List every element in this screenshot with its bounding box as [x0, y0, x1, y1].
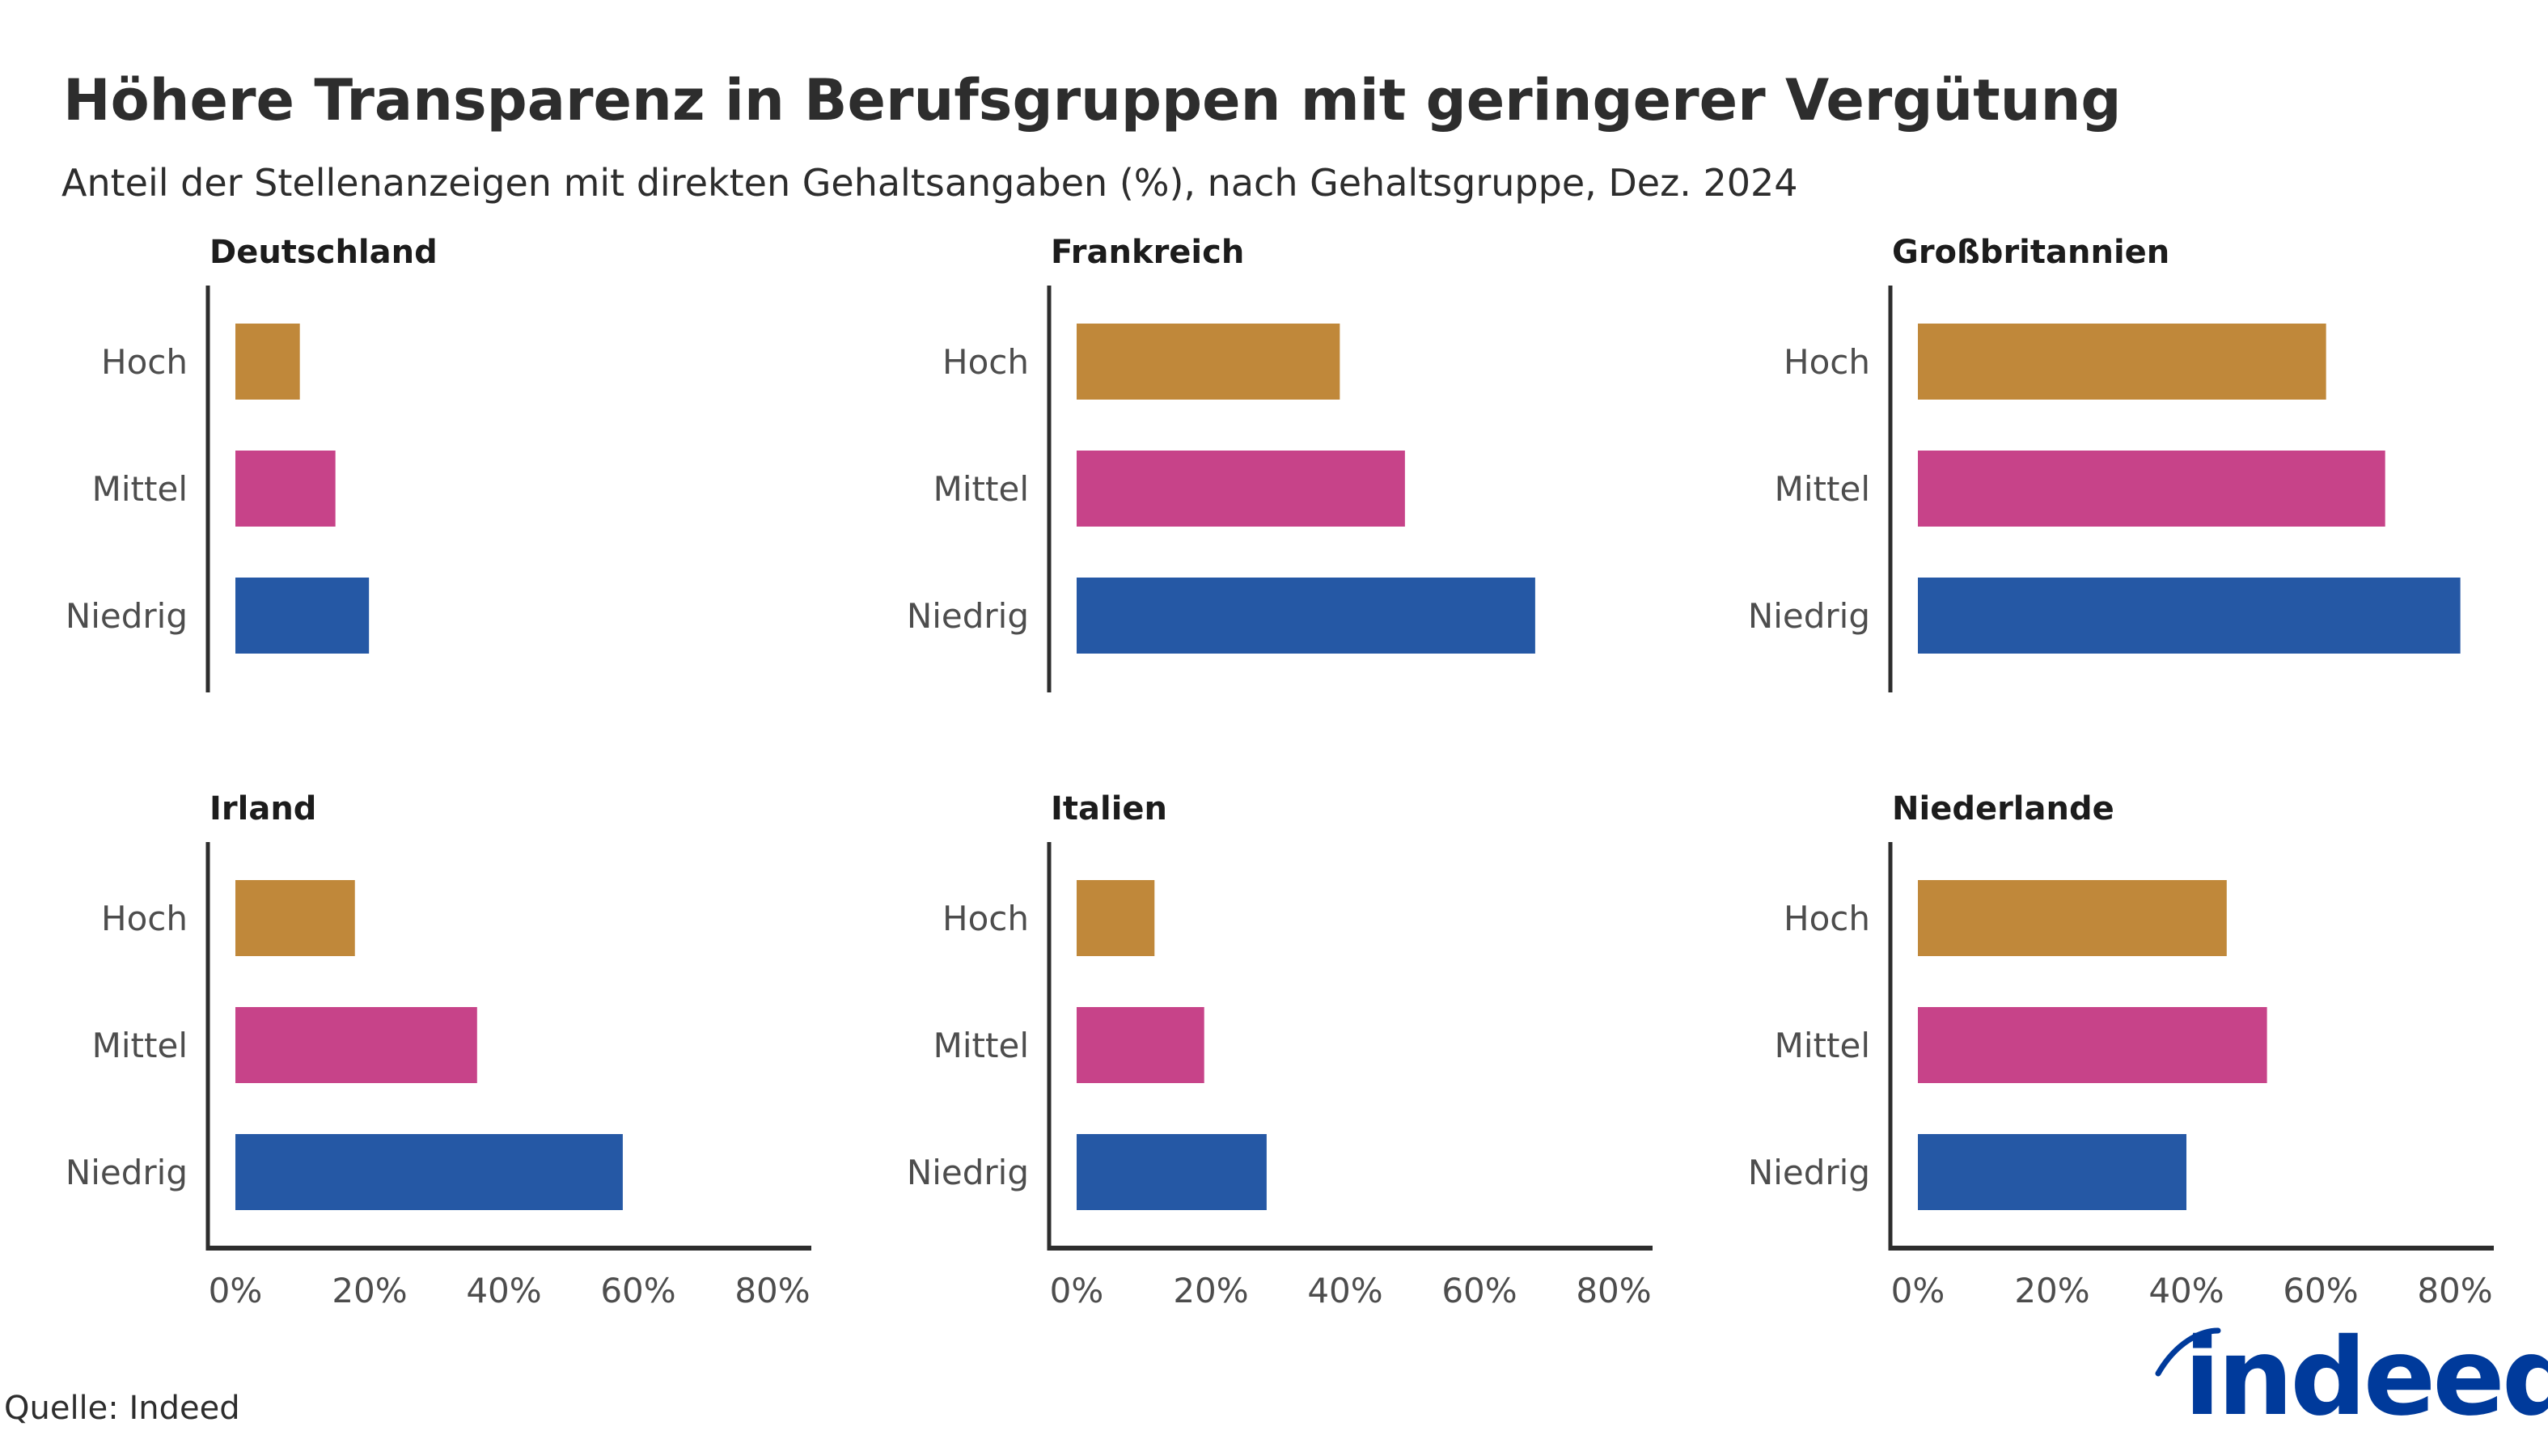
x-tick-label: 0%	[1891, 1271, 1945, 1310]
bar-irland-hoch	[235, 880, 355, 956]
panel-gro-britannien: Großbritannien Hoch Mittel Niedrig	[1748, 234, 2461, 692]
bar-frankreich-hoch	[1077, 324, 1340, 400]
panel-title: Großbritannien	[1892, 234, 2169, 271]
bar-italien-hoch	[1077, 880, 1155, 956]
x-tick-label: 80%	[734, 1271, 810, 1310]
category-label: Mittel	[933, 469, 1029, 509]
bar-gro-britannien-hoch	[1918, 324, 2326, 400]
category-label: Hoch	[1784, 899, 1870, 938]
x-tick-label: 40%	[2148, 1271, 2224, 1310]
x-tick-label: 20%	[1173, 1271, 1248, 1310]
category-label: Mittel	[92, 1026, 188, 1065]
source-note: Quelle: Indeed	[4, 1390, 240, 1427]
x-tick-label: 80%	[2417, 1271, 2492, 1310]
category-label: Mittel	[1775, 469, 1870, 509]
category-label: Niedrig	[1748, 1153, 1870, 1192]
panel-italien: Italien Hoch Mittel Niedrig 0% 20% 40% 60% 80%	[907, 790, 1653, 1310]
indeed-logo: indeed	[2155, 1315, 2548, 1440]
panel-deutschland: Deutschland Hoch Mittel Niedrig	[66, 234, 438, 692]
bar-niederlande-hoch	[1918, 880, 2227, 956]
category-label: Niedrig	[907, 596, 1029, 636]
x-tick-label: 60%	[1441, 1271, 1517, 1310]
bar-deutschland-hoch	[235, 324, 300, 400]
panels: Deutschland Hoch Mittel Niedrig Frankreich Ho…	[66, 234, 2494, 1310]
bar-frankreich-mittel	[1077, 451, 1405, 527]
x-tick-label: 20%	[332, 1271, 407, 1310]
bar-gro-britannien-mittel	[1918, 451, 2385, 527]
category-label: Mittel	[1775, 1026, 1870, 1065]
bar-frankreich-niedrig	[1077, 578, 1535, 654]
x-tick-label: 40%	[466, 1271, 541, 1310]
bar-italien-niedrig	[1077, 1134, 1267, 1210]
category-label: Hoch	[942, 899, 1029, 938]
panel-irland: Irland Hoch Mittel Niedrig 0% 20% 40% 60% 80%	[66, 790, 811, 1310]
bar-deutschland-mittel	[235, 451, 336, 527]
panel-niederlande: Niederlande Hoch Mittel Niedrig 0% 20% 40% 60% 8…	[1748, 790, 2494, 1310]
bar-deutschland-niedrig	[235, 578, 370, 654]
x-tick-label: 40%	[1307, 1271, 1382, 1310]
panel-title: Frankreich	[1051, 234, 1244, 271]
panel-title: Deutschland	[210, 234, 438, 271]
category-label: Niedrig	[1748, 596, 1870, 636]
chart-subtitle: Anteil der Stellenanzeigen mit direkten …	[61, 161, 1798, 205]
bar-irland-niedrig	[235, 1134, 623, 1210]
category-label: Niedrig	[907, 1153, 1029, 1192]
panel-frankreich: Frankreich Hoch Mittel Niedrig	[907, 234, 1535, 692]
category-label: Hoch	[942, 342, 1029, 382]
logo-arc-icon	[2155, 1327, 2221, 1377]
panel-title: Italien	[1051, 790, 1167, 827]
category-label: Mittel	[92, 469, 188, 509]
panel-title: Niederlande	[1892, 790, 2114, 827]
x-tick-label: 60%	[600, 1271, 675, 1310]
panel-title: Irland	[210, 790, 316, 827]
bar-italien-mittel	[1077, 1007, 1204, 1083]
category-label: Hoch	[1784, 342, 1870, 382]
x-tick-label: 0%	[209, 1271, 263, 1310]
x-tick-label: 80%	[1576, 1271, 1651, 1310]
x-tick-label: 60%	[2283, 1271, 2358, 1310]
bar-gro-britannien-niedrig	[1918, 578, 2461, 654]
bar-niederlande-niedrig	[1918, 1134, 2186, 1210]
logo-wordmark: indeed	[2184, 1315, 2548, 1440]
category-label: Hoch	[101, 342, 188, 382]
category-label: Niedrig	[66, 1153, 188, 1192]
bar-niederlande-mittel	[1918, 1007, 2267, 1083]
bar-irland-mittel	[235, 1007, 477, 1083]
x-tick-label: 20%	[2014, 1271, 2089, 1310]
category-label: Hoch	[101, 899, 188, 938]
x-tick-label: 0%	[1050, 1271, 1104, 1310]
chart-title: Höhere Transparenz in Berufsgruppen mit …	[63, 67, 2122, 133]
category-label: Mittel	[933, 1026, 1029, 1065]
category-label: Niedrig	[66, 596, 188, 636]
